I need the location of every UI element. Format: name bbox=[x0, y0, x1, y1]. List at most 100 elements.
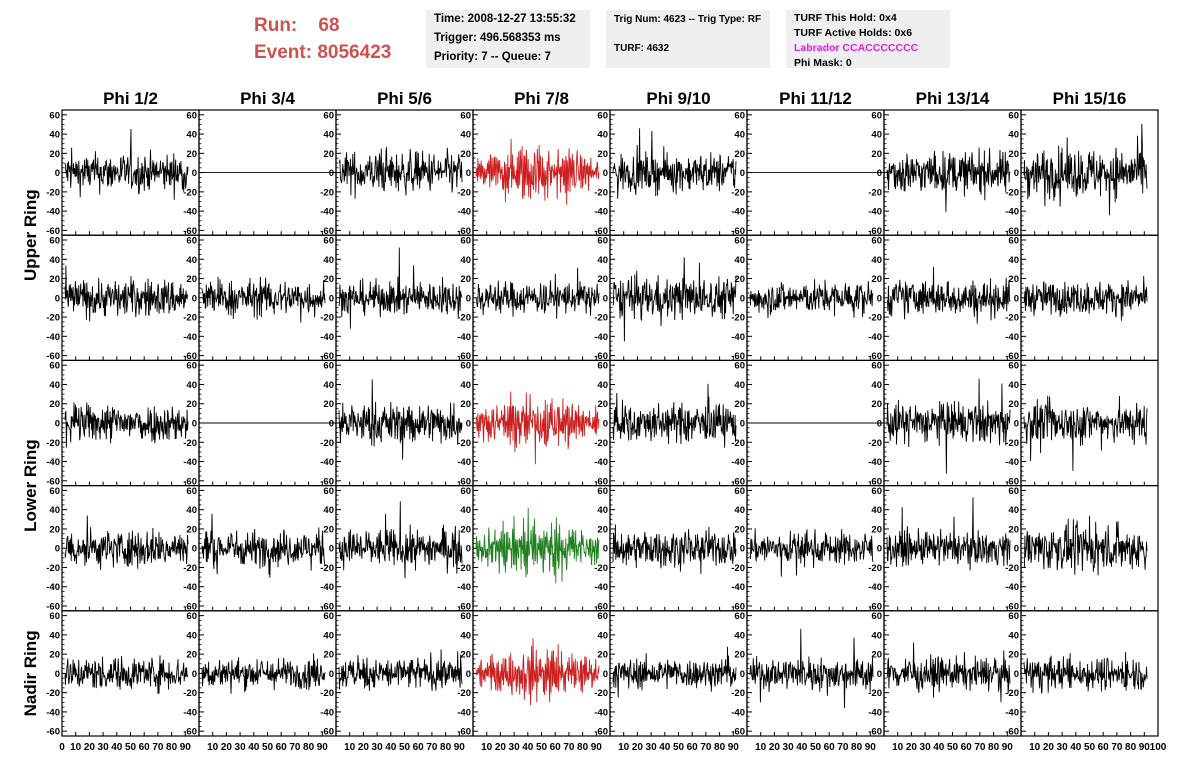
x-tick-label: 10 bbox=[70, 742, 82, 753]
y-tick-label: 40 bbox=[460, 255, 471, 266]
y-tick-label: -60 bbox=[46, 727, 60, 738]
y-tick-label: 20 bbox=[460, 399, 471, 410]
y-tick-label: -40 bbox=[46, 707, 60, 718]
y-tick-label: -40 bbox=[594, 207, 608, 218]
y-tick-label: -40 bbox=[1005, 332, 1019, 343]
y-tick-label: -20 bbox=[868, 563, 882, 574]
y-tick-label: -60 bbox=[731, 601, 745, 612]
trig-num-text: Trig Num: 4623 -- Trig Type: RF bbox=[614, 14, 762, 25]
y-tick-label: 20 bbox=[49, 149, 60, 160]
y-tick-label: 0 bbox=[192, 669, 197, 680]
x-tick-label: 10 bbox=[1029, 742, 1041, 753]
y-tick-label: 20 bbox=[1008, 399, 1019, 410]
waveform-trace bbox=[475, 507, 600, 584]
y-tick-label: -60 bbox=[868, 476, 882, 487]
y-tick-label: 20 bbox=[186, 274, 197, 285]
waveform-trace bbox=[886, 378, 1011, 474]
y-tick-label: -20 bbox=[457, 688, 471, 699]
y-tick-label: 60 bbox=[871, 236, 882, 247]
y-tick-label: -60 bbox=[183, 226, 197, 237]
y-tick-label: 20 bbox=[323, 524, 334, 535]
y-tick-label: 60 bbox=[597, 236, 608, 247]
y-tick-label: 60 bbox=[871, 611, 882, 622]
waveform-trace bbox=[887, 266, 1011, 324]
y-tick-label: -40 bbox=[46, 207, 60, 218]
y-tick-label: 40 bbox=[871, 630, 882, 641]
y-tick-label: -20 bbox=[594, 563, 608, 574]
y-tick-label: 0 bbox=[192, 168, 197, 179]
y-tick-label: -40 bbox=[320, 207, 334, 218]
y-tick-label: 60 bbox=[323, 611, 334, 622]
y-tick-label: -20 bbox=[183, 438, 197, 449]
y-tick-label: 0 bbox=[466, 168, 471, 179]
y-tick-label: 40 bbox=[460, 505, 471, 516]
waveform-trace bbox=[612, 524, 737, 574]
y-tick-label: 0 bbox=[192, 419, 197, 430]
y-tick-label: 40 bbox=[734, 255, 745, 266]
y-tick-label: 20 bbox=[597, 274, 608, 285]
y-tick-label: 60 bbox=[186, 236, 197, 247]
y-tick-label: -40 bbox=[457, 582, 471, 593]
turf-this-hold-text: TURF This Hold: 0x4 bbox=[794, 12, 897, 24]
y-tick-label: 60 bbox=[734, 361, 745, 372]
x-tick-label: 10 bbox=[892, 742, 904, 753]
y-tick-label: 20 bbox=[1008, 650, 1019, 661]
y-tick-label: -60 bbox=[46, 226, 60, 237]
y-tick-label: 0 bbox=[1014, 293, 1019, 304]
waveform-trace bbox=[1023, 515, 1148, 576]
y-tick-label: -20 bbox=[1005, 563, 1019, 574]
y-tick-label: 20 bbox=[734, 149, 745, 160]
y-tick-label: 0 bbox=[466, 544, 471, 555]
waveform-trace bbox=[749, 279, 874, 319]
y-tick-label: 40 bbox=[460, 380, 471, 391]
x-tick-label: 20 bbox=[769, 742, 781, 753]
run-label: Run: bbox=[254, 15, 298, 36]
y-tick-label: 20 bbox=[49, 274, 60, 285]
x-tick-label: 50 bbox=[399, 742, 411, 753]
x-tick-label: 90 bbox=[180, 742, 192, 753]
waveform-trace bbox=[338, 247, 463, 329]
x-tick-label: 60 bbox=[276, 742, 288, 753]
y-tick-label: 20 bbox=[597, 149, 608, 160]
y-tick-label: -20 bbox=[46, 688, 60, 699]
x-tick-label: 20 bbox=[495, 742, 507, 753]
y-tick-label: 60 bbox=[186, 611, 197, 622]
y-tick-label: -40 bbox=[868, 207, 882, 218]
y-tick-label: 20 bbox=[871, 524, 882, 535]
y-tick-label: 20 bbox=[597, 399, 608, 410]
y-tick-label: -20 bbox=[594, 438, 608, 449]
x-tick-label: 40 bbox=[1070, 742, 1082, 753]
y-tick-label: 40 bbox=[323, 255, 334, 266]
x-tick-label: 60 bbox=[413, 742, 425, 753]
y-tick-label: -20 bbox=[1005, 438, 1019, 449]
waveform-trace bbox=[201, 653, 326, 694]
y-tick-label: -60 bbox=[731, 476, 745, 487]
x-tick-label: 60 bbox=[1098, 742, 1110, 753]
y-tick-label: 40 bbox=[1008, 380, 1019, 391]
y-tick-label: -40 bbox=[183, 332, 197, 343]
y-tick-label: 0 bbox=[603, 293, 608, 304]
y-tick-label: 60 bbox=[323, 110, 334, 121]
y-tick-label: -20 bbox=[457, 563, 471, 574]
y-tick-label: 60 bbox=[323, 361, 334, 372]
y-tick-label: -40 bbox=[457, 332, 471, 343]
panel-frame bbox=[609, 109, 748, 236]
x-tick-label: 80 bbox=[440, 742, 452, 753]
y-tick-label: 20 bbox=[186, 524, 197, 535]
y-tick-label: -60 bbox=[594, 601, 608, 612]
y-tick-label: -60 bbox=[183, 351, 197, 362]
y-tick-label: -60 bbox=[594, 727, 608, 738]
y-tick-label: 0 bbox=[1014, 669, 1019, 680]
y-tick-label: -40 bbox=[594, 457, 608, 468]
priority-text: Priority: 7 -- Queue: 7 bbox=[434, 51, 551, 63]
time-info-box: Time: 2008-12-27 13:55:32 Trigger: 496.5… bbox=[426, 10, 590, 68]
x-tick-label: 60 bbox=[824, 742, 836, 753]
turf-info-box: TURF This Hold: 0x4 TURF Active Holds: 0… bbox=[786, 10, 950, 69]
x-tick-label: 30 bbox=[98, 742, 110, 753]
y-tick-label: -40 bbox=[1005, 207, 1019, 218]
waveform-trace bbox=[64, 128, 189, 200]
turf-active-holds-text: TURF Active Holds: 0x6 bbox=[794, 27, 913, 39]
y-tick-label: 20 bbox=[460, 274, 471, 285]
x-tick-label: 80 bbox=[1125, 742, 1137, 753]
y-tick-label: 0 bbox=[603, 419, 608, 430]
